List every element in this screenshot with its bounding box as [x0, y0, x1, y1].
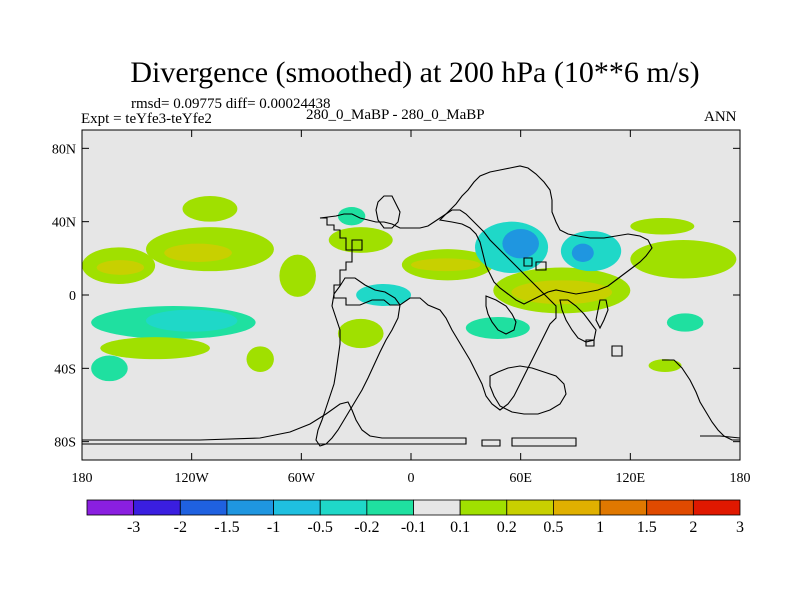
colorbar-swatch-4: [273, 499, 321, 516]
colorbar-swatch-12: [646, 499, 694, 516]
contour-region-3: [164, 243, 232, 262]
contour-region-21: [630, 218, 695, 235]
colorbar-swatch-0: [86, 499, 135, 516]
colorbar-label-7: 0.1: [450, 519, 470, 536]
contour-region-26: [246, 346, 274, 372]
y-tick-label-0: 80N: [52, 142, 76, 157]
contour-region-7: [100, 337, 210, 360]
colorbar-label-3: -1: [267, 519, 280, 536]
x-tick-label-1: 120W: [175, 471, 210, 486]
colorbar: -3 -2 -1.5 -1 -0.5 -0.2 -0.1 0.1 0.2 0.5 1 1.5 2 3: [86, 499, 744, 536]
contour-region-18: [511, 280, 613, 305]
contour-region-14: [411, 258, 481, 272]
x-tick-label-5: 120E: [616, 471, 646, 486]
colorbar-swatch-2: [179, 499, 228, 516]
colorbar-label-6: -0.1: [401, 519, 426, 536]
colorbar-label-0: -3: [127, 519, 140, 536]
y-tick-label-4: 80S: [54, 436, 76, 451]
colorbar-label-5: -0.2: [354, 519, 379, 536]
x-tick-label-6: 180: [730, 471, 751, 486]
stats-label: rmsd= 0.09775 diff= 0.00024438: [131, 96, 331, 112]
colorbar-swatch-13: [692, 499, 741, 516]
colorbar-swatch-10: [553, 499, 601, 516]
contour-region-23: [465, 317, 530, 339]
contour-region-27: [648, 359, 682, 373]
colorbar-swatch-7: [413, 499, 461, 516]
contour-region-6: [145, 309, 238, 332]
colorbar-swatch-9: [506, 499, 554, 516]
x-tick-label-2: 60W: [288, 471, 316, 486]
contour-region-20: [571, 243, 594, 262]
colorbar-label-10: 1: [596, 519, 604, 536]
x-tick-label-3: 0: [408, 471, 415, 486]
colorbar-label-12: 2: [689, 519, 697, 536]
colorbar-swatch-6: [366, 499, 414, 516]
colorbar-swatch-5: [319, 499, 368, 516]
contour-region-4: [182, 196, 238, 222]
colorbar-swatch-1: [133, 499, 181, 516]
contour-region-8: [91, 355, 128, 382]
chart-title: Divergence (smoothed) at 200 hPa (10**6 …: [130, 56, 700, 89]
contour-region-12: [337, 207, 366, 226]
colorbar-swatch-11: [599, 499, 648, 516]
x-tick-label-0: 180: [72, 471, 93, 486]
contour-region-16: [502, 229, 539, 259]
colorbar-label-1: -2: [174, 519, 187, 536]
continent-outlines: [82, 165, 740, 447]
contour-region-25: [666, 313, 704, 332]
colorbar-label-4: -0.5: [308, 519, 333, 536]
case-label: 280_0_MaBP - 280_0_MaBP: [306, 107, 485, 123]
colorbar-label-11: 1.5: [637, 519, 657, 536]
x-tick-label-4: 60E: [509, 471, 532, 486]
colorbar-label-8: 0.2: [497, 519, 517, 536]
y-tick-label-2: 0: [69, 289, 76, 304]
contour-region-1: [96, 260, 145, 275]
contour-region-9: [279, 254, 316, 297]
experiment-label: Expt = teYfe3-teYfe2: [81, 111, 212, 127]
y-tick-label-1: 40N: [52, 216, 76, 231]
colorbar-label-13: 3: [736, 519, 744, 536]
colorbar-label-2: -1.5: [214, 519, 239, 536]
contour-regions: [82, 196, 737, 382]
colorbar-swatch-3: [226, 499, 274, 516]
contour-region-22: [630, 240, 737, 279]
contour-region-24: [337, 318, 384, 349]
colorbar-swatch-8: [459, 499, 508, 516]
colorbar-label-9: 0.5: [543, 519, 563, 536]
axis-ticks: 180 120W 60W 0 60E 120E 180 80N 40N 0 40S 80S: [52, 130, 751, 486]
y-tick-label-3: 40S: [54, 362, 76, 377]
season-label: ANN: [704, 109, 737, 125]
